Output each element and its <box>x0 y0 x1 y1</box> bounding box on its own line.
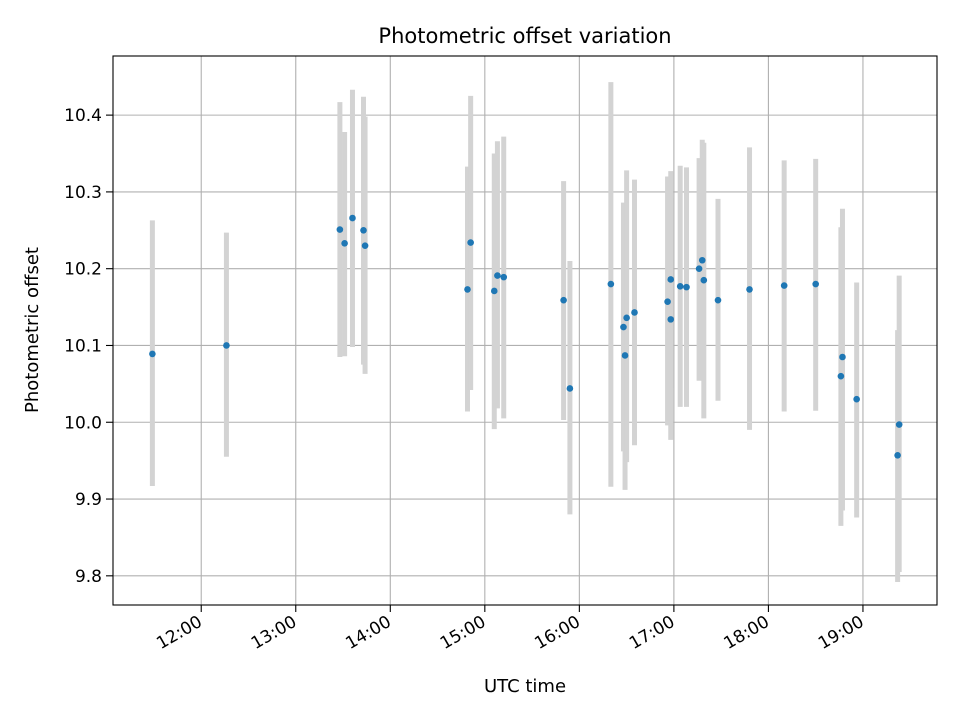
x-axis-label: UTC time <box>484 676 566 697</box>
data-point <box>664 298 671 306</box>
y-tick-label: 10.4 <box>64 106 102 126</box>
data-point <box>683 283 690 291</box>
data-point <box>500 273 508 281</box>
grid-lines <box>113 56 937 605</box>
plot-frame <box>112 55 938 606</box>
data-point <box>780 282 788 289</box>
data-point <box>676 283 684 290</box>
data-point <box>667 316 675 323</box>
data-point <box>714 296 722 304</box>
y-tick-label: 10.0 <box>64 413 102 433</box>
data-point <box>149 350 156 358</box>
data-point <box>360 226 367 234</box>
data-point <box>223 342 230 349</box>
data-point <box>695 265 703 272</box>
data-point <box>467 239 474 246</box>
data-point <box>839 353 846 361</box>
data-point <box>895 421 903 428</box>
data-point <box>336 226 344 233</box>
chart-title: Photometric offset variation <box>378 24 671 48</box>
data-point <box>667 276 675 283</box>
data-point <box>620 323 627 331</box>
data-point <box>494 272 501 279</box>
data-point <box>490 287 498 295</box>
y-axis-ticks: 9.8 9.9 10.0 10.1 10.2 10.3 10.4 <box>64 106 113 587</box>
data-point <box>894 451 901 459</box>
y-tick-label: 9.8 <box>75 567 102 587</box>
data-point <box>566 385 574 392</box>
data-point <box>698 256 706 264</box>
y-tick-label: 10.1 <box>64 336 102 356</box>
data-point <box>837 372 845 380</box>
data-point <box>607 280 615 288</box>
data-point <box>621 352 629 359</box>
y-tick-label: 10.2 <box>64 260 102 280</box>
data-point <box>812 280 819 288</box>
data-point <box>631 309 638 316</box>
data-point <box>746 286 753 293</box>
data-point <box>464 286 471 293</box>
data-point <box>853 395 860 403</box>
data-point <box>560 296 567 304</box>
data-point <box>700 276 708 284</box>
data-points <box>149 214 903 459</box>
data-point <box>349 214 356 222</box>
y-axis-label: Photometric offset <box>22 247 43 413</box>
data-point <box>623 314 630 322</box>
y-tick-label: 10.3 <box>64 183 102 203</box>
data-point <box>361 242 369 249</box>
y-tick-label: 9.9 <box>75 490 102 510</box>
data-point <box>341 240 348 247</box>
